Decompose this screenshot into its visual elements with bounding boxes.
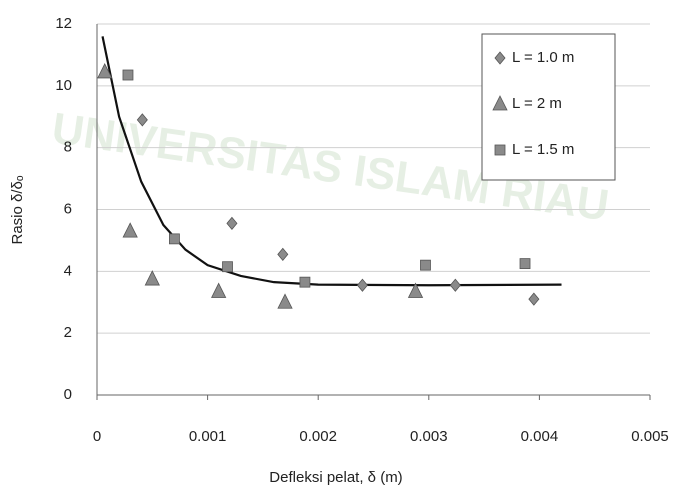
marker-triangle (212, 283, 226, 297)
marker-square (300, 277, 310, 287)
y-tick-label: 2 (64, 324, 72, 341)
x-tick-label: 0 (93, 428, 101, 445)
y-tick-label: 6 (64, 200, 72, 217)
x-tick-label: 0.004 (521, 428, 559, 445)
y-tick-label: 0 (64, 386, 72, 403)
x-tick-label: 0.001 (189, 428, 227, 445)
marker-triangle (123, 223, 137, 237)
legend-label: L = 1.5 m (512, 141, 574, 158)
marker-triangle (278, 294, 292, 308)
x-tick-label: 0.002 (299, 428, 337, 445)
y-tick-label: 8 (64, 139, 72, 156)
x-axis-label: Defleksi pelat, δ (m) (269, 469, 402, 486)
marker-diamond (529, 293, 539, 305)
x-tick-label: 0.003 (410, 428, 448, 445)
marker-diamond (450, 279, 460, 291)
legend-label: L = 1.0 m (512, 49, 574, 66)
marker-diamond (357, 279, 367, 291)
y-axis-label: Rasio δ/δₒ (9, 175, 26, 244)
y-tick-label: 10 (55, 77, 72, 94)
legend-label: L = 2 m (512, 95, 562, 112)
y-tick-label: 4 (64, 262, 72, 279)
marker-square (223, 262, 233, 272)
marker-triangle (145, 271, 159, 285)
marker-square (495, 145, 505, 155)
page: UNIVERSITAS ISLAM RIAU Defleksi pelat, δ… (0, 0, 673, 494)
marker-diamond (278, 248, 288, 260)
marker-square (123, 70, 133, 80)
marker-diamond (227, 217, 237, 229)
y-tick-label: 12 (55, 15, 72, 32)
marker-square (520, 259, 530, 269)
marker-square (420, 260, 430, 270)
marker-square (169, 234, 179, 244)
chart: UNIVERSITAS ISLAM RIAU Defleksi pelat, δ… (0, 0, 673, 494)
x-tick-label: 0.005 (631, 428, 669, 445)
